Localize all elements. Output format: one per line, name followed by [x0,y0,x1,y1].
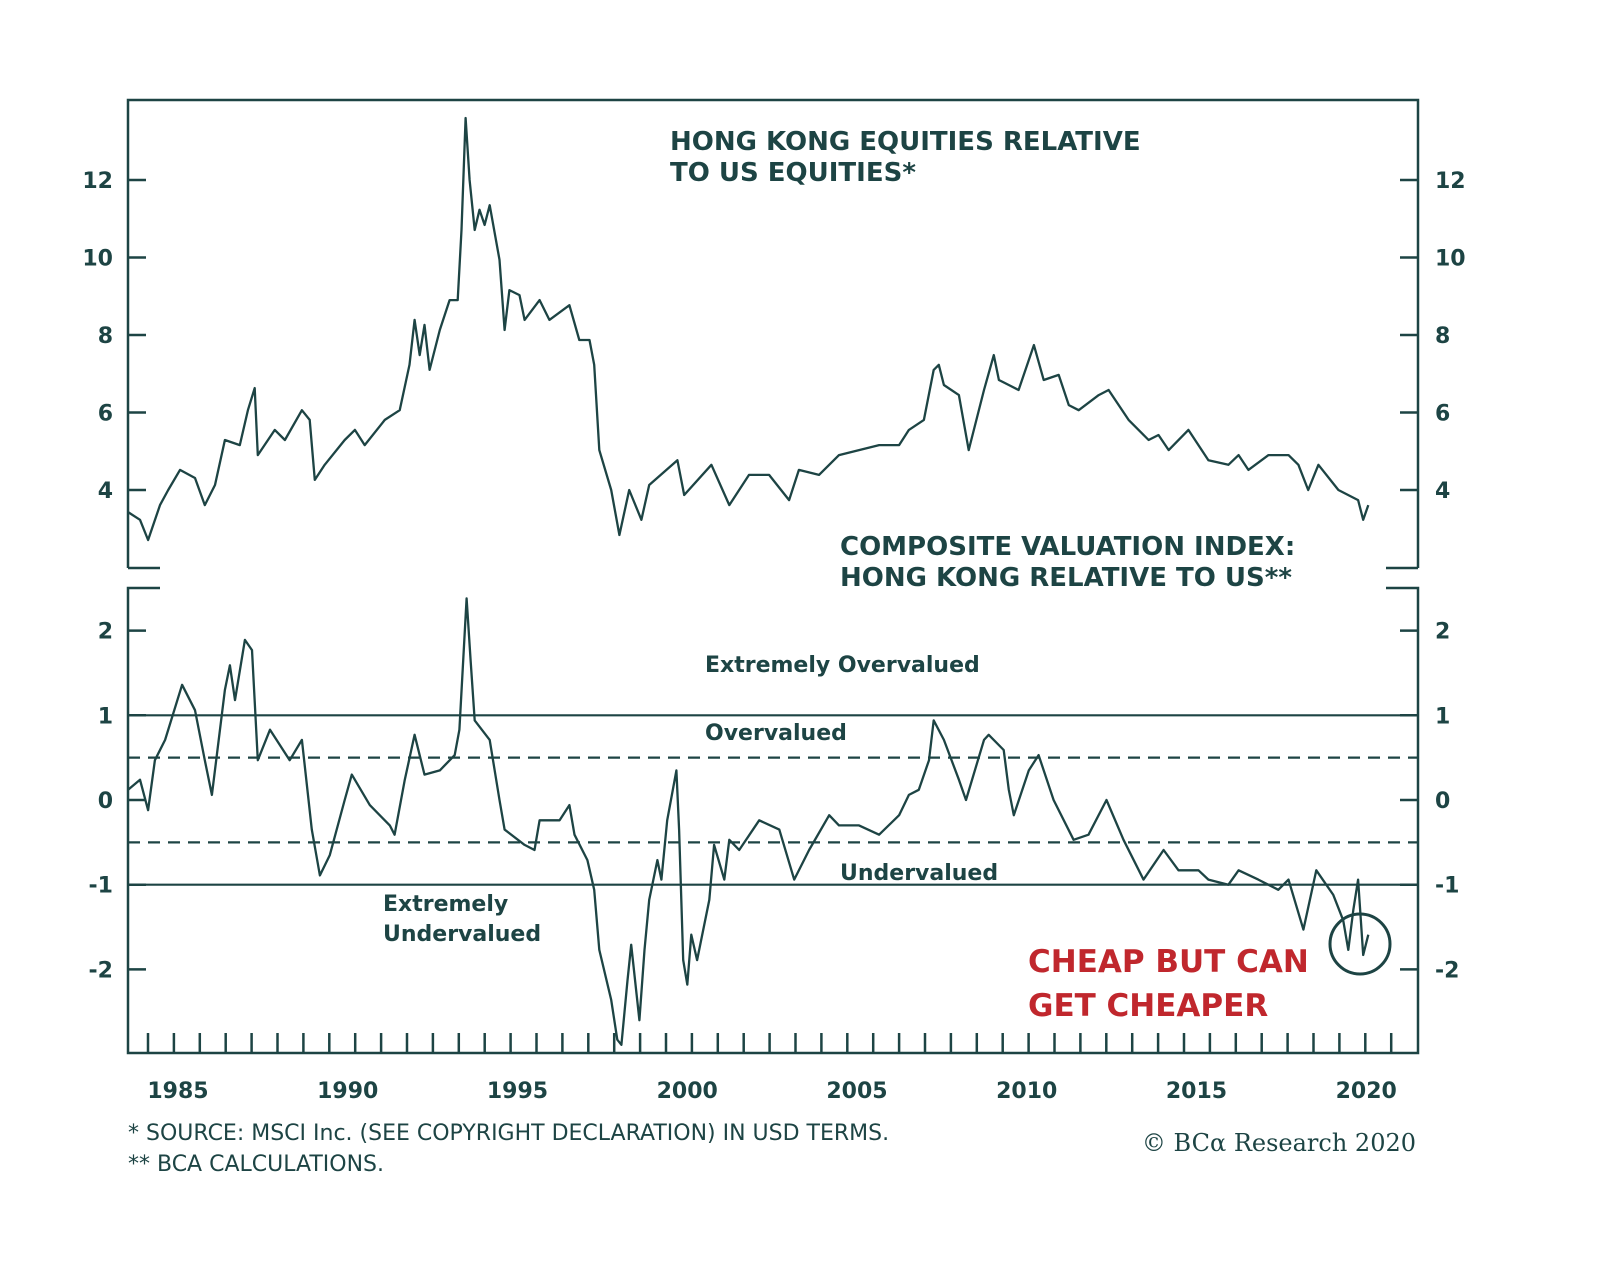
x-tick-label: 2000 [657,1079,718,1104]
bottom-right-ytick-label: 0 [1435,789,1450,814]
zone-label-undervalued: Undervalued [840,861,998,886]
top-left-ytick-label: 12 [82,169,113,194]
top-right-ytick-label: 12 [1435,169,1466,194]
top-right-ytick-label: 10 [1435,247,1466,272]
top-series-line [127,116,1370,542]
x-tick-label: 2010 [996,1079,1057,1104]
top-right-ytick-label: 8 [1435,324,1450,349]
bottom-left-ytick-label: -1 [89,874,113,899]
footnote-source: * SOURCE: MSCI Inc. (SEE COPYRIGHT DECLA… [128,1121,889,1146]
bottom-right-ytick-label: -2 [1435,958,1459,983]
zone-label-extremely-overvalued: Extremely Overvalued [705,653,980,678]
zone-label-overvalued: Overvalued [705,721,847,746]
bottom-left-ytick-label: 2 [98,620,113,645]
top-right-ytick-label: 4 [1435,479,1450,504]
bottom-chart-title-line2: HONG KONG RELATIVE TO US** [840,563,1292,593]
zone-label-extremely-undervalued-2: Undervalued [383,922,541,947]
x-tick-label: 2015 [1166,1079,1227,1104]
highlight-circle [1328,912,1392,976]
bottom-right-ytick-label: -1 [1435,874,1459,899]
top-chart-title-line2: TO US EQUITIES* [670,158,916,188]
top-left-ytick-label: 6 [98,402,113,427]
x-tick-label: 1995 [487,1079,548,1104]
reference-lines [128,714,1418,886]
bottom-chart-title-line1: COMPOSITE VALUATION INDEX: [840,532,1295,562]
top-left-ytick-label: 10 [82,247,113,272]
bottom-series-line [127,597,1370,1046]
bca-logo: © BCα Research 2020 [1142,1129,1416,1157]
bottom-panel-border [126,586,1420,1055]
x-tick-label: 2020 [1336,1079,1397,1104]
bottom-left-ytick-label: 1 [98,704,113,729]
top-left-ytick-label: 4 [98,479,113,504]
top-left-ytick-label: 8 [98,324,113,349]
x-tick-label: 1985 [147,1079,208,1104]
bottom-left-ytick-label: -2 [89,958,113,983]
x-tick-label: 2005 [826,1079,887,1104]
x-tick-label: 1990 [317,1079,378,1104]
top-chart-title-line1: HONG KONG EQUITIES RELATIVE [670,127,1141,157]
bottom-right-ytick-label: 1 [1435,704,1450,729]
series-lines [127,116,1370,1046]
annotation-line2: GET CHEAPER [1028,988,1268,1024]
footnote-calc: ** BCA CALCULATIONS. [128,1152,384,1177]
bottom-right-ytick-label: 2 [1435,620,1450,645]
bottom-left-ytick-label: 0 [98,789,113,814]
annotation-line1: CHEAP BUT CAN [1028,944,1309,980]
top-right-ytick-label: 6 [1435,402,1450,427]
zone-label-extremely-undervalued-1: Extremely [383,892,508,917]
